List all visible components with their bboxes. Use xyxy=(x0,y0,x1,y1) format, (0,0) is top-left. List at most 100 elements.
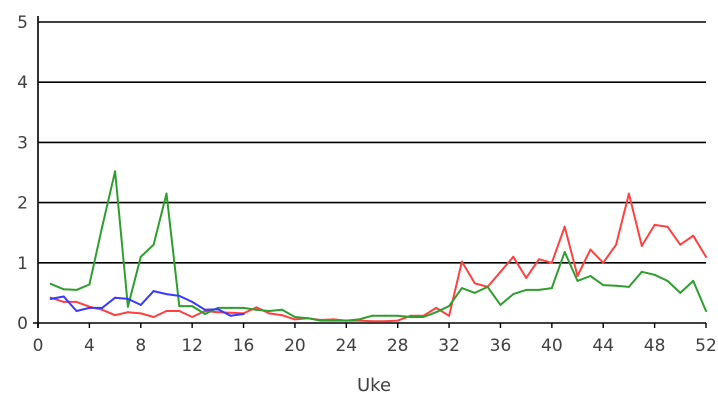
data-point xyxy=(49,297,52,300)
data-point xyxy=(229,314,232,317)
x-axis-title: Uke xyxy=(357,375,391,396)
data-point xyxy=(653,273,656,276)
data-point xyxy=(371,320,373,323)
data-point xyxy=(460,287,463,290)
x-tick-label: 20 xyxy=(284,336,306,356)
x-tick-label: 16 xyxy=(233,336,255,356)
data-point xyxy=(538,288,540,291)
data-point xyxy=(75,309,78,312)
data-point xyxy=(602,261,605,264)
data-point xyxy=(306,317,309,320)
x-tick-label: 44 xyxy=(592,336,614,356)
data-point xyxy=(615,284,618,287)
data-point xyxy=(216,311,219,314)
data-point xyxy=(49,282,52,285)
series-line-1 xyxy=(49,192,707,323)
data-point xyxy=(139,312,142,315)
data-point xyxy=(383,314,386,317)
data-point xyxy=(550,287,553,290)
data-point xyxy=(460,260,463,263)
data-point xyxy=(281,314,284,317)
data-point xyxy=(332,319,335,322)
data-point xyxy=(165,309,168,312)
data-point xyxy=(679,243,682,246)
y-tick-label: 3 xyxy=(17,133,28,153)
data-point xyxy=(409,315,412,318)
data-point xyxy=(216,308,219,311)
x-tick-label: 28 xyxy=(387,336,409,356)
data-point xyxy=(563,225,566,228)
data-point xyxy=(114,314,117,317)
data-point xyxy=(371,314,373,317)
series-group xyxy=(49,170,707,323)
data-point xyxy=(396,314,399,317)
x-tick-label: 32 xyxy=(438,336,460,356)
data-point xyxy=(435,306,438,309)
data-point xyxy=(396,319,399,322)
data-point xyxy=(101,225,104,228)
data-point xyxy=(268,309,271,312)
data-point xyxy=(576,279,579,282)
data-point xyxy=(692,279,695,282)
y-tick-label: 2 xyxy=(17,194,28,214)
data-point xyxy=(345,319,348,322)
data-point xyxy=(255,308,258,311)
data-point xyxy=(178,309,181,312)
x-tick-label: 40 xyxy=(541,336,563,356)
data-point xyxy=(229,306,232,309)
data-point xyxy=(705,309,707,312)
data-point xyxy=(627,192,630,195)
data-point xyxy=(114,296,117,299)
data-point xyxy=(75,288,78,291)
data-point xyxy=(139,255,142,258)
x-tick-label: 8 xyxy=(135,336,146,356)
y-tick-label: 4 xyxy=(17,73,28,93)
data-point xyxy=(101,308,104,311)
data-point xyxy=(422,315,425,318)
data-point xyxy=(499,270,502,273)
data-point xyxy=(62,295,65,298)
series-line-3 xyxy=(49,290,245,317)
data-point xyxy=(101,306,104,309)
data-point xyxy=(165,192,168,195)
data-point xyxy=(653,223,656,226)
x-tick-label: 36 xyxy=(490,336,512,356)
data-point xyxy=(435,311,438,314)
data-point xyxy=(525,276,528,279)
data-point xyxy=(512,293,515,296)
data-point xyxy=(242,306,245,309)
data-point xyxy=(640,270,643,273)
data-point xyxy=(268,312,271,315)
data-point xyxy=(448,305,451,308)
data-point xyxy=(75,300,78,303)
series-line-2 xyxy=(49,170,707,322)
data-point xyxy=(126,311,129,314)
data-point xyxy=(242,312,245,315)
data-point xyxy=(319,319,322,322)
y-tick-label: 0 xyxy=(17,314,28,334)
data-point xyxy=(602,284,605,287)
data-point xyxy=(512,255,515,258)
grid-lines xyxy=(38,21,706,264)
data-point xyxy=(293,315,296,318)
data-point xyxy=(679,291,682,294)
data-point xyxy=(178,305,181,308)
data-point xyxy=(88,283,91,286)
data-point xyxy=(576,275,579,278)
y-tick-labels: 0 1 2 3 4 5 xyxy=(17,13,28,334)
data-point xyxy=(589,275,592,278)
data-point xyxy=(615,243,618,246)
data-point xyxy=(486,285,489,288)
data-point xyxy=(114,170,117,173)
data-point xyxy=(229,311,232,314)
x-tick-label: 12 xyxy=(181,336,203,356)
data-point xyxy=(383,320,386,323)
data-point xyxy=(589,248,592,251)
data-point xyxy=(191,305,194,308)
data-point xyxy=(563,250,566,253)
data-point xyxy=(550,261,553,264)
data-point xyxy=(165,293,168,296)
data-point xyxy=(126,305,129,308)
data-point xyxy=(139,303,142,306)
